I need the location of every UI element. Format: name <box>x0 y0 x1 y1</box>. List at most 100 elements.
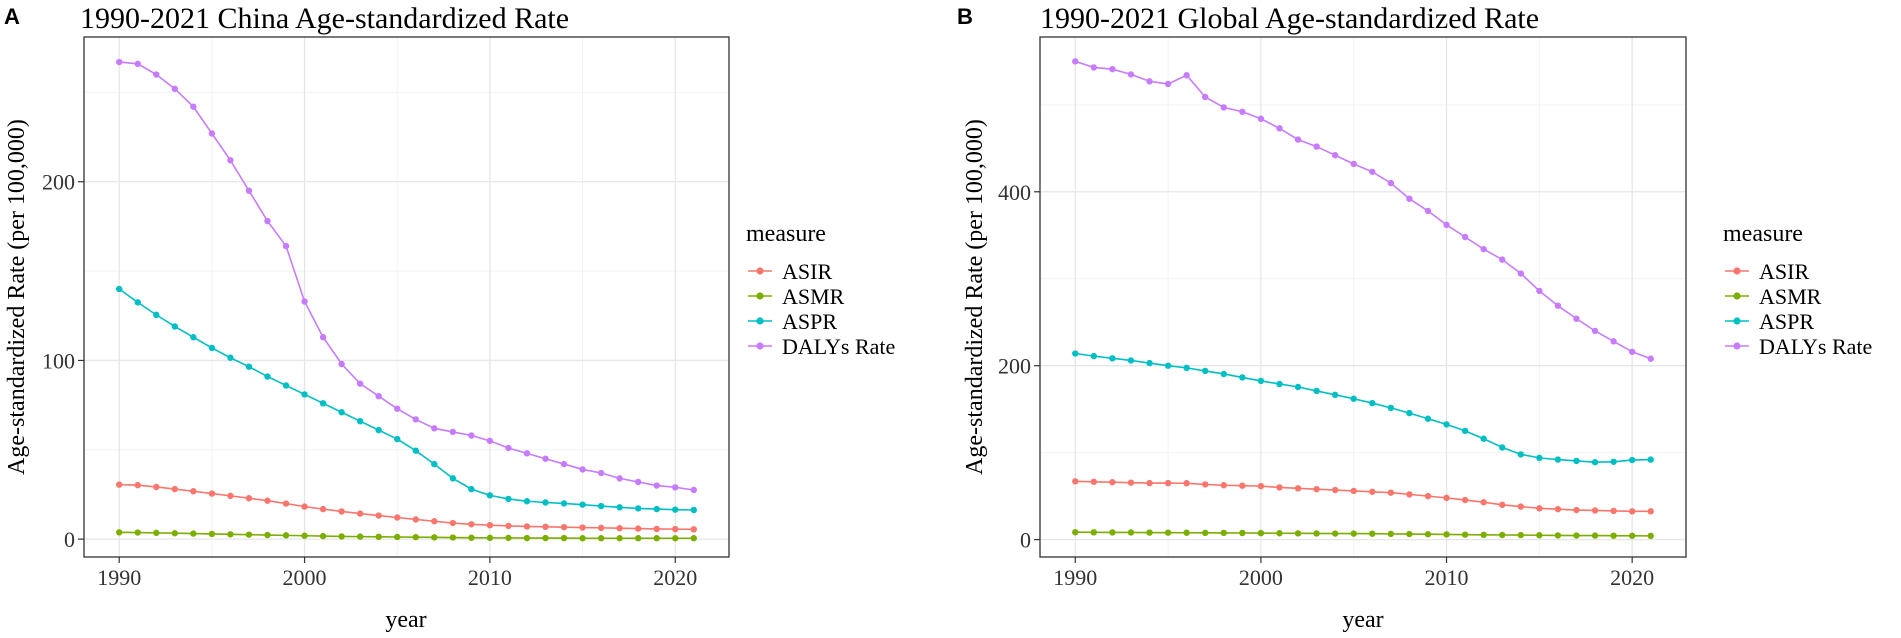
data-point-aspr-b <box>1424 415 1432 422</box>
data-point-asmr-a <box>375 533 382 541</box>
legend-label-aspr-a: ASPR <box>782 309 837 334</box>
data-point-asir-b <box>1536 505 1543 512</box>
data-point-dalys-rate-a <box>672 484 679 491</box>
data-point-dalys-rate-b <box>1202 93 1209 101</box>
data-point-asir-b <box>1109 479 1116 486</box>
data-point-asir-b <box>1220 482 1227 489</box>
data-point-dalys-rate-a <box>319 334 327 341</box>
data-point-asir-a <box>116 481 123 488</box>
data-point-dalys-rate-a <box>542 455 549 462</box>
data-point-dalys-rate-b <box>1499 256 1506 263</box>
data-point-aspr-a <box>486 492 494 499</box>
legend-key-point-asmr-b <box>1733 292 1741 300</box>
data-point-asmr-b <box>1573 532 1580 539</box>
data-point-dalys-rate-b <box>1220 104 1227 111</box>
data-point-dalys-rate-a <box>394 405 401 412</box>
data-point-dalys-rate-b <box>1146 78 1153 85</box>
data-point-asir-b <box>1294 485 1302 492</box>
data-point-asir-a <box>208 490 216 497</box>
legend-key-point-dalys-rate-b <box>1733 342 1741 350</box>
data-point-aspr-a <box>227 354 234 361</box>
data-point-aspr-b <box>1610 458 1617 465</box>
data-point-aspr-b <box>1202 367 1209 375</box>
data-point-asir-a <box>486 521 494 529</box>
legend-label-aspr-b: ASPR <box>1759 309 1814 334</box>
data-point-asmr-a <box>542 534 549 542</box>
data-point-asmr-a <box>653 535 660 542</box>
data-point-asir-b <box>1480 499 1487 506</box>
data-point-dalys-rate-b <box>1443 221 1450 229</box>
x-axis-label-a: year <box>385 607 426 633</box>
data-point-asir-a <box>634 525 642 532</box>
data-point-dalys-rate-b <box>1313 143 1320 150</box>
data-point-dalys-rate-a <box>505 444 512 452</box>
data-point-aspr-a <box>282 382 290 389</box>
data-point-asmr-a <box>338 533 345 540</box>
legend-key-point-dalys-rate-a <box>756 342 764 350</box>
data-point-dalys-rate-b <box>1591 327 1599 335</box>
legend-label-dalys-rate-a: DALYs Rate <box>782 334 895 359</box>
data-point-dalys-rate-a <box>597 469 605 477</box>
data-point-asir-a <box>301 503 308 510</box>
data-point-asir-b <box>1164 479 1172 487</box>
data-point-aspr-a <box>394 435 401 443</box>
legend-label-asmr-b: ASMR <box>1759 284 1822 309</box>
plot-background-b <box>1040 37 1686 557</box>
data-point-asmr-b <box>1090 529 1098 536</box>
data-point-asmr-a <box>394 533 401 541</box>
data-point-asmr-a <box>449 534 457 541</box>
grid-b <box>1040 37 1686 557</box>
y-tick-label-b: 400 <box>998 180 1031 205</box>
data-point-dalys-rate-a <box>116 58 123 66</box>
data-point-aspr-a <box>356 417 364 425</box>
data-point-aspr-b <box>1350 395 1357 402</box>
data-point-asmr-b <box>1109 529 1116 536</box>
data-point-dalys-rate-b <box>1536 287 1543 295</box>
data-point-aspr-b <box>1146 359 1153 367</box>
data-point-aspr-b <box>1443 421 1450 428</box>
x-tick-label-a: 2020 <box>653 565 697 590</box>
data-point-dalys-rate-b <box>1183 72 1190 79</box>
data-point-asmr-b <box>1276 530 1283 537</box>
data-point-asir-a <box>468 521 475 528</box>
data-point-dalys-rate-b <box>1164 80 1172 88</box>
data-point-aspr-a <box>208 344 216 352</box>
data-point-dalys-rate-b <box>1072 58 1079 65</box>
data-point-asir-b <box>1276 484 1283 491</box>
series-line-dalys-rate-b <box>1075 60 1652 360</box>
y-tick-label-a: 100 <box>42 348 75 373</box>
data-point-aspr-b <box>1331 391 1339 399</box>
data-point-asmr-a <box>505 534 512 542</box>
legend-key-point-aspr-b <box>1733 317 1741 325</box>
data-point-asir-b <box>1591 507 1599 514</box>
data-point-asir-a <box>431 518 438 525</box>
data-point-asir-a <box>579 524 586 531</box>
data-point-asir-b <box>1517 503 1524 510</box>
data-point-dalys-rate-a <box>153 71 160 78</box>
data-point-asmr-a <box>227 531 234 538</box>
data-point-aspr-a <box>153 311 160 319</box>
data-point-asir-a <box>542 523 549 531</box>
data-point-aspr-b <box>1406 409 1413 417</box>
data-point-aspr-a <box>634 505 642 512</box>
data-point-asir-a <box>560 523 568 531</box>
data-point-asmr-b <box>1072 529 1079 536</box>
data-point-asir-a <box>672 525 679 533</box>
x-tick-label-b: 2000 <box>1239 565 1283 590</box>
data-point-dalys-rate-b <box>1127 71 1135 78</box>
data-point-asmr-b <box>1461 531 1469 538</box>
data-point-aspr-b <box>1369 399 1376 407</box>
legend-label-dalys-rate-b: DALYs Rate <box>1759 334 1872 359</box>
data-point-asir-b <box>1090 478 1098 485</box>
data-point-aspr-b <box>1127 357 1135 364</box>
data-point-dalys-rate-b <box>1554 302 1562 309</box>
data-point-asir-a <box>245 495 253 502</box>
data-point-dalys-rate-b <box>1090 64 1098 71</box>
data-point-dalys-rate-b <box>1294 136 1302 143</box>
data-point-asir-a <box>282 500 290 507</box>
data-point-asir-a <box>505 522 512 530</box>
data-point-aspr-a <box>616 504 623 511</box>
data-point-dalys-rate-a <box>616 475 623 482</box>
